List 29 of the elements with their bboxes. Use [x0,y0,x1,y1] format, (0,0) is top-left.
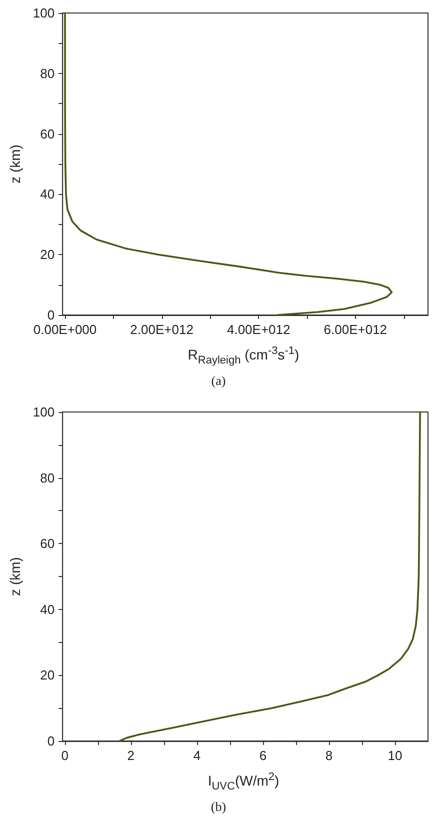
x-tick-label: 10 [388,748,402,763]
x-tick-label: 2 [127,748,135,763]
x-tick-label: 0.00E+000 [33,322,97,337]
y-tick-label: 80 [40,470,55,486]
y-tick-label: 100 [32,6,55,20]
x-tick-label: 2.00E+012 [130,322,194,337]
text: (a) [210,372,227,390]
y-tick-label: 20 [40,668,55,683]
text: (b) [210,798,228,816]
x-axis-title: I$_{UVC}$(W/m$^{2}$) [206,771,280,794]
y-tick-label: 60 [40,126,55,142]
x-tick-label: 4.00E+012 [226,322,290,337]
line-series [118,411,421,742]
x-tick-label: 4 [193,748,201,763]
y-tick-label: 0 [47,308,55,322]
y-tick-label: 40 [40,602,55,617]
y-tick-label: 0 [47,734,55,748]
y-tick-label: 100 [32,404,55,420]
x-axis-title: R$_{Rayleigh}$ (cm$^{-3}$s$^{-1}$) [186,345,300,368]
y-tick-label: 40 [40,186,55,202]
y-tick-label: 20 [40,247,55,262]
y-tick-label: 80 [40,66,55,81]
x-tick-label: 0 [61,748,69,763]
y-axis-title: z (km) [7,557,23,596]
y-axis-title: z (km) [7,144,23,184]
y-tick-label: 60 [40,536,55,552]
x-tick-label: 8 [325,748,333,763]
x-tick-label: 6 [259,748,267,763]
x-tick-label: 6.00E+012 [324,322,388,337]
